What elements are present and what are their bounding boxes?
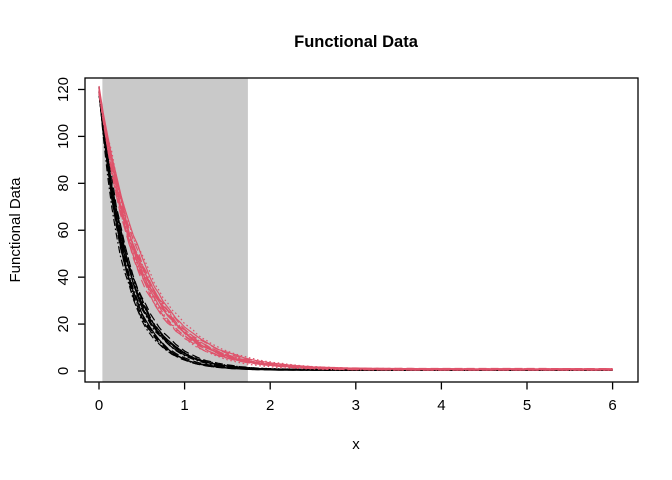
y-tick-label: 0 — [55, 367, 72, 375]
shaded-band — [102, 78, 248, 382]
plot-box — [84, 77, 639, 383]
x-tick-label: 1 — [180, 397, 188, 414]
x-tick-label: 3 — [352, 397, 360, 414]
slow-decay-pink-curves — [98, 85, 613, 371]
fast-decay-black-curves-curve — [98, 88, 613, 371]
x-tick-label: 6 — [608, 397, 616, 414]
chart-title: Functional Data — [294, 33, 419, 51]
x-tick-label: 5 — [523, 397, 531, 414]
y-axis: 0 20 40 60 80 100 120 — [55, 77, 85, 375]
x-tick-label: 2 — [266, 397, 274, 414]
y-tick-label: 100 — [55, 124, 72, 149]
x-tick-label: 4 — [437, 397, 445, 414]
y-tick-label: 20 — [55, 316, 72, 333]
curve-bundles — [98, 85, 613, 371]
slow-decay-pink-curves-curve — [98, 91, 613, 370]
y-tick-label: 40 — [55, 269, 72, 286]
y-tick-label: 60 — [55, 222, 72, 239]
slow-decay-pink-curves-curve — [98, 92, 613, 370]
y-axis-title: Functional Data — [7, 177, 24, 283]
slow-decay-pink-curves-curve — [98, 88, 613, 371]
slow-decay-pink-curves-curve — [98, 93, 613, 371]
y-tick-label: 120 — [55, 77, 72, 102]
y-tick-label: 80 — [55, 175, 72, 192]
x-tick-label: 0 — [95, 397, 103, 414]
x-axis: 0 1 2 3 4 5 6 — [95, 382, 617, 414]
x-axis-title: x — [352, 436, 360, 453]
